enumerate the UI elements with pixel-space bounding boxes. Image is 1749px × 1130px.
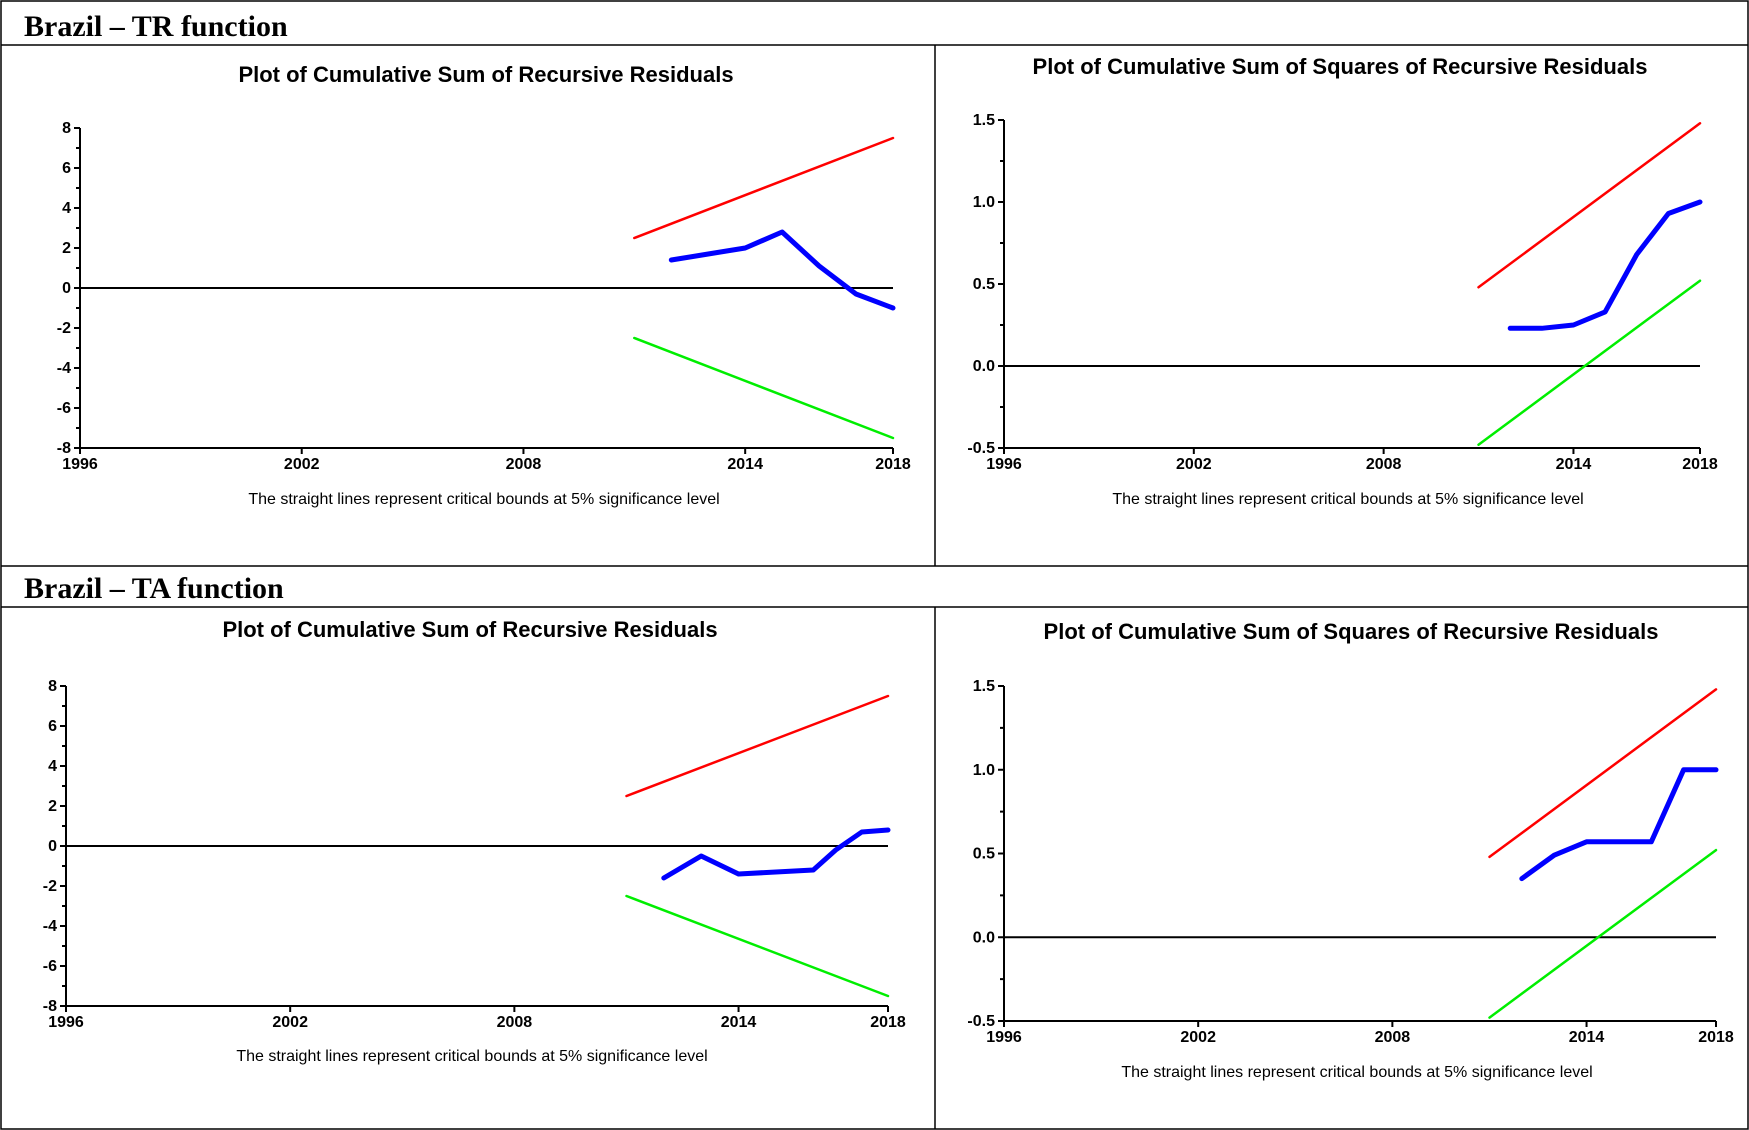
chart-title: Plot of Cumulative Sum of Recursive Resi… xyxy=(222,617,717,642)
x-tick-label: 2008 xyxy=(506,456,542,473)
x-tick-label: 2008 xyxy=(1375,1029,1411,1046)
y-tick-label: 2 xyxy=(48,798,57,815)
chart-1: Plot of Cumulative Sum of Recursive Resi… xyxy=(57,62,911,508)
y-tick-label: -6 xyxy=(43,958,57,975)
x-tick-label: 2008 xyxy=(497,1014,533,1031)
upper-bound-line xyxy=(625,694,890,798)
x-tick-label: 2014 xyxy=(1556,456,1592,473)
y-tick-label: -0.5 xyxy=(967,440,995,457)
x-tick-label: 1996 xyxy=(986,1029,1022,1046)
y-tick-label: -8 xyxy=(57,440,71,457)
y-tick-label: 1.0 xyxy=(973,762,995,779)
statistic-line xyxy=(1519,767,1719,882)
chart-note: The straight lines represent critical bo… xyxy=(248,491,719,508)
lower-bound-line xyxy=(1488,848,1718,1019)
chart-note: The straight lines represent critical bo… xyxy=(236,1048,707,1065)
y-tick-label: -0.5 xyxy=(967,1013,995,1030)
x-tick-label: 2002 xyxy=(1180,1029,1216,1046)
y-tick-label: 0.0 xyxy=(973,358,995,375)
chart-note: The straight lines represent critical bo… xyxy=(1121,1064,1592,1081)
x-tick-label: 1996 xyxy=(48,1014,84,1031)
statistic-line xyxy=(661,827,891,881)
y-tick-label: 1.5 xyxy=(973,678,995,695)
y-tick-label: 8 xyxy=(62,120,71,137)
chart-3: Plot of Cumulative Sum of Recursive Resi… xyxy=(43,617,906,1065)
lower-bound-line xyxy=(633,336,895,440)
y-tick-label: -6 xyxy=(57,400,71,417)
x-tick-label: 2018 xyxy=(1698,1029,1734,1046)
x-tick-label: 2014 xyxy=(721,1014,757,1031)
y-tick-label: 2 xyxy=(62,240,71,257)
x-tick-label: 2002 xyxy=(284,456,320,473)
upper-bound-line xyxy=(1477,122,1702,289)
y-tick-label: 6 xyxy=(62,160,71,177)
y-tick-label: 8 xyxy=(48,678,57,695)
chart-title: Plot of Cumulative Sum of Squares of Rec… xyxy=(1033,54,1648,79)
y-tick-label: 0.5 xyxy=(973,276,995,293)
y-tick-label: -2 xyxy=(57,320,71,337)
chart-title: Plot of Cumulative Sum of Recursive Resi… xyxy=(238,62,733,87)
x-tick-label: 2014 xyxy=(1569,1029,1605,1046)
x-tick-label: 1996 xyxy=(62,456,98,473)
x-tick-label: 2018 xyxy=(870,1014,906,1031)
x-tick-label: 2018 xyxy=(1682,456,1718,473)
statistic-line xyxy=(668,229,896,311)
chart-title: Plot of Cumulative Sum of Squares of Rec… xyxy=(1044,619,1659,644)
y-tick-label: 0.0 xyxy=(973,929,995,946)
x-tick-label: 2002 xyxy=(272,1014,308,1031)
upper-bound-line xyxy=(1488,688,1718,859)
y-tick-label: -8 xyxy=(43,998,57,1015)
x-tick-label: 2018 xyxy=(875,456,911,473)
y-tick-label: 1.5 xyxy=(973,112,995,129)
chart-4: Plot of Cumulative Sum of Squares of Rec… xyxy=(967,619,1733,1081)
x-tick-label: 2002 xyxy=(1176,456,1212,473)
statistic-line xyxy=(1507,199,1703,331)
x-tick-label: 1996 xyxy=(986,456,1022,473)
y-tick-label: 0 xyxy=(62,280,71,297)
x-tick-label: 2008 xyxy=(1366,456,1402,473)
y-tick-label: 4 xyxy=(62,200,71,217)
lower-bound-line xyxy=(625,894,890,998)
chart-note: The straight lines represent critical bo… xyxy=(1112,491,1583,508)
section-title-tr: Brazil – TR function xyxy=(24,10,288,43)
y-tick-label: 0.5 xyxy=(973,846,995,863)
lower-bound-line xyxy=(1477,279,1702,446)
y-tick-label: 6 xyxy=(48,718,57,735)
charts-layer: Plot of Cumulative Sum of Recursive Resi… xyxy=(43,54,1734,1081)
y-tick-label: 1.0 xyxy=(973,194,995,211)
section-title-ta: Brazil – TA function xyxy=(24,572,284,605)
y-tick-label: -4 xyxy=(43,918,57,935)
y-tick-label: -4 xyxy=(57,360,71,377)
upper-bound-line xyxy=(633,136,895,240)
chart-2: Plot of Cumulative Sum of Squares of Rec… xyxy=(967,54,1717,508)
y-tick-label: -2 xyxy=(43,878,57,895)
y-tick-label: 0 xyxy=(48,838,57,855)
x-tick-label: 2014 xyxy=(727,456,763,473)
y-tick-label: 4 xyxy=(48,758,57,775)
